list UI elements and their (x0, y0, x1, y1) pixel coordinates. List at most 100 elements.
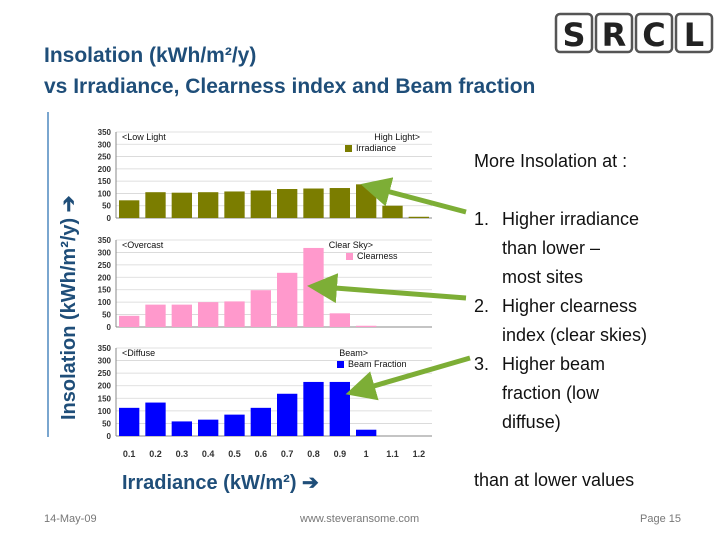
y-tick-label: 0 (107, 323, 112, 332)
footer-website: www.steveransome.com (300, 513, 420, 525)
notes-item-number: 2. (474, 296, 490, 316)
notes-line: than lower – (502, 238, 601, 258)
annotation-left: <Low Light (122, 132, 166, 142)
bar (408, 216, 429, 218)
annotation-arrow (307, 273, 467, 304)
bar (250, 407, 271, 436)
y-tick-label: 300 (98, 140, 112, 149)
legend-label: Clearness (357, 251, 398, 261)
y-tick-label: 350 (98, 344, 112, 353)
bar (198, 192, 219, 218)
notes-list: 1. Higher irradiance than lower – most s… (474, 205, 719, 437)
notes-item-number: 3. (474, 354, 490, 374)
x-tick-label: 0.6 (255, 449, 268, 459)
annotation-arrows (307, 177, 471, 401)
logo-letter-s: S (554, 12, 594, 54)
y-tick-label: 150 (98, 177, 112, 186)
legend-label: Beam Fraction (348, 359, 407, 369)
bar (145, 192, 166, 218)
y-tick-label: 200 (98, 273, 112, 282)
notes-panel: More Insolation at : 1. Higher irradianc… (474, 147, 719, 495)
logo-letter-c: C (634, 12, 674, 54)
x-tick-label: 0.8 (307, 449, 320, 459)
x-tick-label: 0.9 (334, 449, 347, 459)
bar (277, 393, 298, 436)
bar (382, 205, 403, 218)
svg-text:L: L (684, 16, 704, 54)
svg-text:R: R (602, 16, 627, 54)
notes-line: fraction (low (502, 383, 600, 403)
svg-text:S: S (562, 16, 585, 54)
bar (119, 407, 140, 436)
svg-text:C: C (642, 16, 665, 54)
bar (171, 192, 192, 218)
y-tick-label: 150 (98, 394, 112, 403)
notes-line: Higher irradiance (502, 209, 640, 229)
logo-letter-l: L (674, 12, 714, 54)
x-tick-label: 0.1 (123, 449, 136, 459)
bar (198, 419, 219, 436)
bar (303, 247, 324, 327)
bar (145, 304, 166, 327)
y-tick-label: 300 (98, 357, 112, 366)
bar (198, 302, 219, 327)
notes-line: Higher clearness (502, 296, 638, 316)
bar (224, 414, 245, 436)
bar (250, 190, 271, 218)
footer-page-number: Page 15 (640, 513, 681, 525)
y-tick-label: 350 (98, 128, 112, 137)
x-tick-label: 0.4 (202, 449, 215, 459)
annotation-right: Clear Sky> (329, 240, 373, 250)
y-tick-label: 150 (98, 286, 112, 295)
bar (329, 381, 350, 436)
title-line-2: vs Irradiance, Clearness index and Beam … (44, 75, 536, 98)
y-tick-label: 50 (102, 419, 111, 428)
legend-swatch (337, 361, 344, 368)
bar (356, 429, 377, 436)
chart-panel-1: 0 50 100 150 200 250 300 350 <Low Light High Ligh… (98, 128, 432, 223)
bar (329, 188, 350, 218)
bar (277, 272, 298, 327)
notes-outro: than at lower values (474, 470, 635, 490)
right-arrow-icon: ➔ (296, 472, 319, 494)
y-tick-label: 50 (102, 311, 111, 320)
x-tick-label: 0.7 (281, 449, 294, 459)
y-tick-label: 250 (98, 261, 112, 270)
title-line-1: Insolation (kWh/m²/y) (44, 44, 257, 67)
x-axis-title-text: Irradiance (kW/m²) (122, 472, 297, 494)
logo-letter-r: R (594, 12, 634, 54)
annotation-arrow (360, 177, 467, 215)
y-tick-label: 0 (107, 214, 112, 223)
chart-panel-2: 0 50 100 150 200 250 300 350 <Overcast Clear Sky>… (98, 236, 432, 332)
annotation-right: High Light> (374, 132, 420, 142)
notes-item: 2. Higher clearness index (clear skies) (474, 292, 719, 350)
y-tick-label: 250 (98, 153, 112, 162)
bar (171, 304, 192, 327)
bar (171, 421, 192, 436)
y-tick-label: 200 (98, 382, 112, 391)
notes-line: diffuse) (502, 412, 561, 432)
y-tick-label: 100 (98, 189, 112, 198)
x-axis-title: Irradiance (kW/m²) ➔ (122, 470, 319, 495)
y-tick-label: 200 (98, 165, 112, 174)
bar (119, 315, 140, 327)
bar (277, 189, 298, 218)
x-tick-label: 1 (364, 449, 369, 459)
y-tick-label: 0 (107, 432, 112, 441)
annotation-arrow (345, 355, 471, 401)
notes-line: Higher beam (502, 354, 606, 374)
notes-item: 3. Higher beam fraction (low diffuse) (474, 350, 719, 437)
notes-item: 1. Higher irradiance than lower – most s… (474, 205, 719, 292)
chart-panel-3: 0 50 100 150 200 250 300 350 <Diffuse Beam>Beam F… (98, 344, 432, 441)
bar (329, 313, 350, 327)
x-tick-label: 1.2 (413, 449, 426, 459)
bar (119, 200, 140, 218)
y-axis-accent-line (47, 112, 49, 437)
bar (356, 325, 377, 327)
y-tick-label: 100 (98, 298, 112, 307)
x-tick-labels: 0.1 0.2 0.3 0.4 0.5 0.6 0.7 0.8 0.9 1 1.1 1.2 (123, 449, 425, 459)
notes-line: most sites (502, 267, 584, 287)
bar (224, 301, 245, 327)
